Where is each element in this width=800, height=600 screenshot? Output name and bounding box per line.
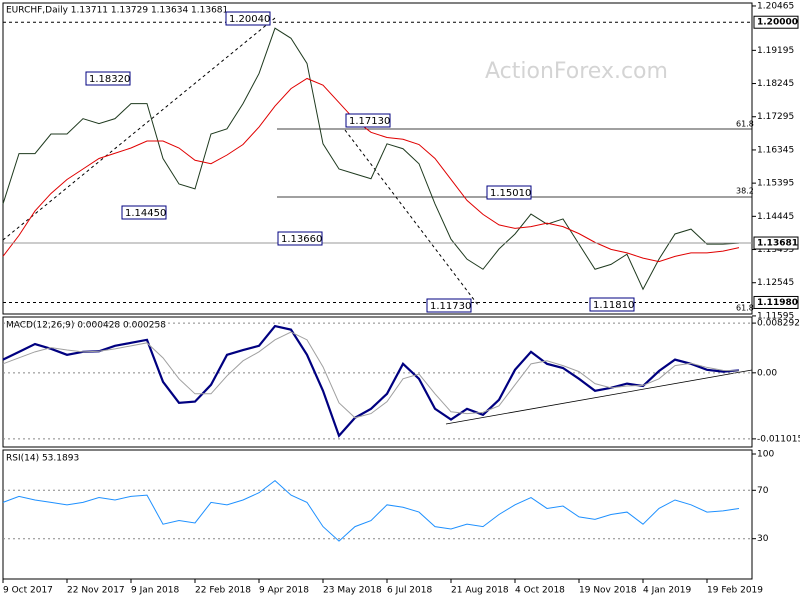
y-tick-label: 1.13495	[757, 245, 794, 255]
x-tick-label: 19 Feb 2019	[707, 586, 763, 596]
annotation: 1.17130	[349, 116, 390, 127]
annotation-box	[121, 205, 167, 220]
price-level-label: 1.20000	[757, 18, 798, 28]
trend-line	[344, 129, 479, 306]
annotation: 1.20040	[229, 14, 270, 25]
annotation-box	[277, 231, 323, 246]
annotation: 1.15010	[490, 188, 531, 199]
annotation-box	[589, 297, 635, 312]
series-line	[2, 331, 740, 419]
y-tick-label: 1.19195	[757, 46, 794, 56]
y-tick-label: 1.20465	[757, 1, 794, 11]
annotation-box	[225, 11, 271, 26]
annotation-box	[85, 71, 131, 86]
annotation: 1.14450	[125, 208, 166, 219]
series-line	[2, 324, 740, 438]
x-tick-label: 9 Apr 2018	[259, 586, 309, 596]
rsi-panel	[2, 449, 753, 580]
annotation-box	[426, 298, 472, 313]
x-tick-label: 22 Nov 2017	[67, 586, 125, 596]
annotation-box	[486, 185, 532, 200]
y-tick-label: -0.011015	[757, 434, 800, 444]
y-tick-label: 0.008292	[757, 319, 800, 329]
annotation: 1.11810	[593, 300, 634, 311]
y-tick-label: 1.17295	[757, 112, 794, 122]
series-line	[2, 27, 740, 291]
fib-label: 38.2	[736, 187, 754, 196]
annotation-box	[345, 113, 391, 128]
rsi-title: RSI(14) 53.1893	[6, 454, 79, 464]
price-level-box	[753, 15, 799, 29]
x-tick-label: 19 Nov 2018	[579, 586, 637, 596]
y-tick-label: 0.00	[757, 368, 777, 378]
annotation: 1.13660	[281, 234, 322, 245]
x-tick-label: 9 Oct 2017	[3, 586, 53, 596]
watermark: ActionForex.com	[485, 59, 668, 84]
y-tick-label: 1.18245	[757, 79, 794, 89]
y-tick-label: 1.14445	[757, 212, 794, 222]
fib-label: 61.8	[736, 120, 754, 129]
y-tick-label: 30	[757, 534, 769, 544]
macd-title: MACD(12,26,9) 0.000428 0.000258	[6, 321, 166, 331]
price-level-label: 1.11980	[757, 298, 798, 308]
y-tick-label: 1.12545	[757, 278, 794, 288]
x-tick-label: 23 May 2018	[323, 586, 382, 596]
series-line	[2, 479, 740, 542]
series-line	[2, 77, 740, 263]
macd-panel	[2, 316, 753, 448]
annotation: 1.18320	[89, 74, 130, 85]
y-tick-label: 100	[757, 449, 774, 459]
y-tick-label: 1.15395	[757, 179, 794, 189]
y-tick-label: 1.11595	[757, 311, 794, 321]
y-tick-label: 70	[757, 486, 769, 496]
price-level-label: 1.13681	[757, 239, 798, 249]
x-tick-label: 4 Oct 2018	[515, 586, 565, 596]
trend-line	[2, 17, 276, 241]
x-tick-label: 9 Jan 2018	[131, 586, 179, 596]
price-level-box	[753, 236, 799, 250]
price-panel	[2, 2, 753, 315]
macd-trend-line	[445, 369, 753, 425]
annotation: 1.11730	[430, 301, 471, 312]
price-title: EURCHF,Daily 1.13711 1.13729 1.13634 1.1…	[6, 6, 228, 16]
fib-label: 61.8	[736, 304, 754, 313]
x-tick-label: 22 Feb 2018	[195, 586, 251, 596]
x-tick-label: 4 Jan 2019	[643, 586, 691, 596]
x-tick-label: 6 Jul 2018	[387, 586, 432, 596]
price-level-box	[753, 295, 799, 309]
y-tick-label: 1.16345	[757, 145, 794, 155]
x-tick-label: 21 Aug 2018	[451, 586, 509, 596]
